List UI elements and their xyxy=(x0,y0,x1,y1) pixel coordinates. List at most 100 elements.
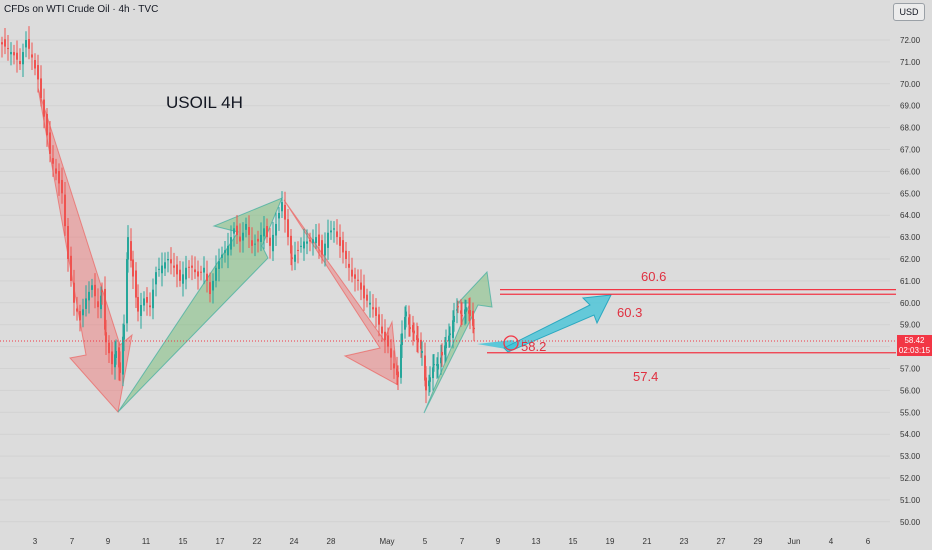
candle-body xyxy=(351,269,353,277)
candle-body xyxy=(212,280,214,291)
candle-body xyxy=(132,259,134,277)
candle-body xyxy=(170,259,172,264)
price-axis[interactable]: 72.00 71.00 70.00 69.00 68.00 67.00 66.00 65.00… xyxy=(900,36,921,527)
candle-body xyxy=(375,307,377,316)
candle-body xyxy=(345,250,347,259)
candle-body xyxy=(327,232,329,248)
candle-body xyxy=(321,240,323,255)
candle-body xyxy=(67,226,69,259)
candle-body xyxy=(254,243,256,245)
candle-body xyxy=(390,348,392,358)
candle-body xyxy=(221,254,223,258)
y-tick-label: 70.00 xyxy=(900,80,921,89)
candle-body xyxy=(203,267,205,273)
candle-body xyxy=(22,52,24,65)
candle-body xyxy=(239,236,241,242)
candle-body xyxy=(115,350,117,358)
candle-body xyxy=(70,255,72,281)
candle-body xyxy=(206,273,208,281)
last-price-tag: 58.42 02:03:15 xyxy=(897,335,932,356)
x-tick-label: 3 xyxy=(33,537,38,546)
candle-body xyxy=(227,245,229,256)
candle-body xyxy=(457,306,459,308)
candle-body xyxy=(257,238,259,242)
candle-body xyxy=(448,335,450,342)
candle-body xyxy=(4,39,6,47)
candle-body xyxy=(73,282,75,303)
y-tick-label: 61.00 xyxy=(900,277,921,286)
candle-body xyxy=(152,289,154,309)
currency-button[interactable]: USD xyxy=(893,3,925,21)
candle-body xyxy=(266,226,268,238)
candle-body xyxy=(105,332,107,343)
candle-body xyxy=(182,274,184,284)
x-tick-label: 9 xyxy=(106,537,111,546)
candle-body xyxy=(354,274,356,279)
candle-body xyxy=(16,52,18,60)
candle-body xyxy=(428,380,430,387)
candle-body xyxy=(425,377,427,391)
candle-body xyxy=(284,204,286,220)
candle-body xyxy=(416,335,418,341)
candle-body xyxy=(52,158,54,164)
candle-body xyxy=(449,333,451,336)
candle-body xyxy=(444,345,446,355)
candle-body xyxy=(460,310,462,314)
candle-body xyxy=(167,259,169,261)
candle-body xyxy=(46,113,48,136)
candle-body xyxy=(378,314,380,325)
candle-body xyxy=(230,237,232,250)
time-axis[interactable]: 3 7 9 11 15 17 22 24 28 May 5 7 9 13 15 19 21 23 27 29 Jun 4 6 xyxy=(33,537,871,546)
x-tick-label: 13 xyxy=(532,537,541,546)
chart-title: USOIL 4H xyxy=(166,93,243,112)
candle-body xyxy=(404,317,406,330)
candle-body xyxy=(297,249,299,251)
y-tick-label: 50.00 xyxy=(900,518,921,527)
down-arrow-1 xyxy=(37,87,133,414)
level-label-60-6: 60.6 xyxy=(641,269,667,284)
y-tick-label: 55.00 xyxy=(900,408,921,417)
candle-body xyxy=(126,259,128,324)
level-label-57-4: 57.4 xyxy=(633,369,659,384)
candle-body xyxy=(209,282,211,295)
candle-body xyxy=(130,241,132,261)
x-tick-label: 24 xyxy=(290,537,299,546)
candle-body xyxy=(176,264,178,275)
y-tick-label: 52.00 xyxy=(900,474,921,483)
candle-body xyxy=(248,227,250,235)
candle-body xyxy=(363,285,365,299)
candle-body xyxy=(472,310,474,326)
y-tick-label: 69.00 xyxy=(900,102,921,111)
candle-body xyxy=(88,291,90,301)
x-tick-label: 29 xyxy=(754,537,763,546)
x-tick-label: 22 xyxy=(253,537,262,546)
candle-body xyxy=(372,307,374,310)
candle-body xyxy=(269,237,271,246)
candle-body xyxy=(287,219,289,238)
x-tick-label: 23 xyxy=(680,537,689,546)
candle-body xyxy=(127,237,129,260)
candle-body xyxy=(194,269,196,273)
candle-body xyxy=(79,311,81,321)
candle-body xyxy=(294,254,296,262)
candle-body xyxy=(357,279,359,281)
candle-body xyxy=(290,235,292,254)
candle-body xyxy=(432,367,434,379)
x-tick-label: 9 xyxy=(496,537,501,546)
candle-body xyxy=(85,298,87,309)
x-tick-label: 19 xyxy=(606,537,615,546)
candle-body xyxy=(291,257,293,259)
candle-body xyxy=(188,266,190,268)
x-tick-label: 15 xyxy=(569,537,578,546)
candle-body xyxy=(173,265,175,268)
candle-body xyxy=(336,231,338,238)
candle-body xyxy=(272,234,274,252)
candle-body xyxy=(453,315,455,322)
candle-body xyxy=(123,324,125,340)
candle-body xyxy=(464,309,466,315)
candle-body xyxy=(384,331,386,341)
symbol-title[interactable]: CFDs on WTI Crude Oil · 4h · TVC xyxy=(4,4,159,15)
candle-body xyxy=(19,61,21,65)
candle-body xyxy=(200,271,202,273)
